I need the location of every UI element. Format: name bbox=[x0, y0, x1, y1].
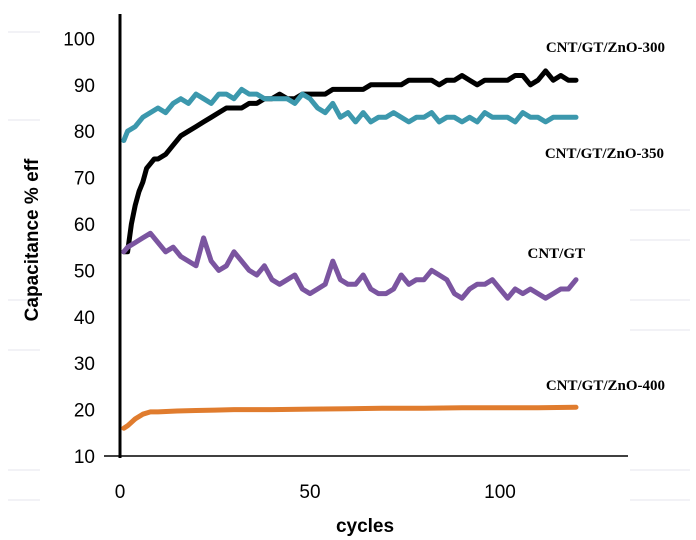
y-tick-label: 90 bbox=[74, 76, 95, 97]
y-axis-title: Capacitance % eff bbox=[22, 158, 43, 321]
y-tick-label: 70 bbox=[74, 169, 95, 190]
axes bbox=[104, 14, 628, 458]
x-tick-label: 100 bbox=[484, 482, 516, 503]
series-line-cnt-gt-zno-400 bbox=[121, 404, 579, 431]
y-tick-label: 100 bbox=[63, 29, 95, 50]
series-label-cnt-gt-zno-350: CNT/GT/ZnO-350 bbox=[545, 146, 664, 162]
y-tick-label: 30 bbox=[74, 354, 95, 375]
series-line-cnt-gt-zno-350 bbox=[121, 86, 579, 143]
y-tick-label: 60 bbox=[74, 215, 95, 236]
y-tick-label: 10 bbox=[74, 447, 95, 468]
y-tick-label: 80 bbox=[74, 122, 95, 143]
series-label-cnt-gt-zno-300: CNT/GT/ZnO-300 bbox=[546, 40, 665, 56]
series-label-cnt-gt-zno-400: CNT/GT/ZnO-400 bbox=[546, 378, 665, 394]
series-label-cnt-gt: CNT/GT bbox=[527, 246, 585, 262]
x-tick-labels: 0 50 100 bbox=[115, 482, 516, 503]
y-tick-labels: 10 20 30 40 50 60 70 80 90 100 bbox=[63, 29, 95, 468]
series-line-cnt-gt bbox=[121, 230, 579, 301]
x-axis-title: cycles bbox=[336, 516, 394, 537]
x-tick-label: 50 bbox=[299, 482, 320, 503]
series-line-cnt-gt-zno-300 bbox=[121, 68, 579, 255]
y-tick-label: 50 bbox=[74, 261, 95, 282]
x-tick-label: 0 bbox=[115, 482, 126, 503]
series-lines bbox=[121, 68, 579, 431]
series-labels: CNT/GT/ZnO-300 CNT/GT/ZnO-350 CNT/GT CNT/GT… bbox=[527, 40, 665, 394]
y-tick-label: 20 bbox=[74, 401, 95, 422]
y-tick-label: 40 bbox=[74, 308, 95, 329]
background-lines bbox=[8, 31, 690, 501]
